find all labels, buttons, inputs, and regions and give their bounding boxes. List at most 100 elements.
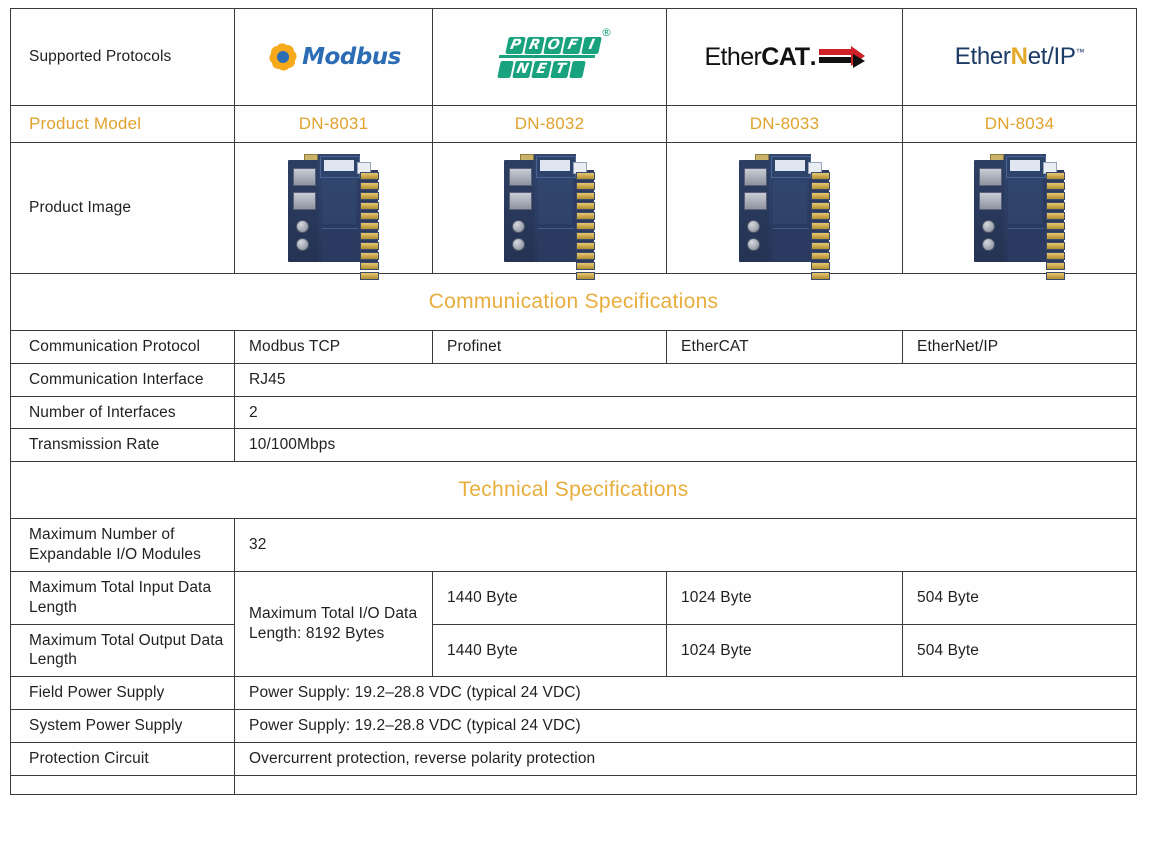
transmission-rate-row: Transmission Rate 10/100Mbps [9,428,1138,463]
modbus-logo: Modbus [235,9,432,105]
max-total-io-data-length-merged-cell: Maximum Total I/O Data Length: 8192 Byte… [234,570,434,678]
next-row-partial-label-cell [9,774,236,795]
io-module-image-1 [287,154,380,280]
ethernetip-letter-n: N [1010,43,1028,70]
technical-specifications-title: Technical Specifications [458,478,689,502]
max-expandable-io-modules-label: Maximum Number of Expandable I/O Modules [29,526,201,564]
communication-protocol-value-cell-1: Modbus TCP [234,330,434,364]
system-power-supply-label: System Power Supply [29,717,183,735]
profinet-bar [498,54,596,58]
max-total-input-data-length-value-2: 1440 Byte [447,588,518,606]
max-total-output-data-length-value-cell-2: 1440 Byte [432,623,668,678]
modbus-burst-icon [266,40,300,74]
product-model-cell-2: DN-8032 [432,105,668,143]
number-of-interfaces-value-cell: 2 [234,395,1138,430]
io-module-image-2 [503,154,596,280]
next-row-partial [9,774,1138,795]
ethernetip-word-ether: Ether [954,43,1011,70]
product-model-label-cell: Product Model [9,105,236,143]
communication-interface-label: Communication Interface [29,370,204,388]
communication-specifications-title: Communication Specifications [428,290,719,313]
max-total-input-data-length-value-cell-2: 1440 Byte [432,570,668,625]
system-power-supply-value-cell: Power Supply: 19.2–28.8 VDC (typical 24 … [234,709,1138,743]
communication-interface-row: Communication Interface RJ45 [9,362,1138,397]
max-total-input-data-length-value-3: 1024 Byte [681,588,752,606]
ethercat-word-ether: Ether [704,42,762,71]
number-of-interfaces-label-cell: Number of Interfaces [9,395,236,430]
supported-protocols-row: Supported Protocols Modb [9,8,1138,106]
modbus-icon: Modbus [266,40,401,74]
communication-interface-label-cell: Communication Interface [9,362,236,397]
profinet-bottom-row: N E T [497,60,602,78]
communication-protocol-value-1: Modbus TCP [249,338,341,355]
product-image-cell-4 [902,142,1138,280]
product-model-cell-4: DN-8034 [902,105,1138,143]
system-power-supply-row: System Power Supply Power Supply: 19.2–2… [9,709,1138,743]
next-row-partial-value-cell [234,774,1138,795]
communication-interface-value-cell: RJ45 [234,362,1138,397]
communication-protocol-value-cell-4: EtherNet/IP [902,330,1138,364]
max-total-output-data-length-label: Maximum Total Output Data Length [29,631,224,669]
communication-protocol-value-cell-2: Profinet [432,330,668,364]
max-total-output-data-length-row: Maximum Total Output Data Length 1440 By… [9,623,1138,678]
communication-protocol-value-3: EtherCAT [681,338,749,355]
modbus-wordmark: Modbus [302,44,401,70]
field-power-supply-value: Power Supply: 19.2–28.8 VDC (typical 24 … [249,684,581,702]
profinet-key-i: I [581,36,602,54]
communication-protocol-value-4: EtherNet/IP [917,338,999,355]
ethercat-word-cat: CAT [761,42,810,71]
protection-circuit-label-cell: Protection Circuit [9,741,236,776]
ethernetip-logo-cell: EtherNet/IP™ [902,8,1138,106]
technical-specifications-cell: Technical Specifications [9,461,1138,520]
max-total-output-data-length-value-3: 1024 Byte [681,641,752,659]
max-total-output-data-length-value-cell-3: 1024 Byte [666,623,904,678]
ethercat-dot: . [809,42,817,71]
field-power-supply-value-cell: Power Supply: 19.2–28.8 VDC (typical 24 … [234,676,1138,711]
profinet-key-e: E [531,60,552,78]
max-total-input-data-length-value-4: 504 Byte [917,588,979,606]
number-of-interfaces-row: Number of Interfaces 2 [9,395,1138,430]
max-total-output-data-length-label-cell: Maximum Total Output Data Length [9,623,236,678]
spec-sheet: Supported Protocols Modb [0,8,1162,845]
ethernetip-word-etip: et/IP [1027,43,1076,70]
max-total-input-data-length-label-cell: Maximum Total Input Data Length [9,570,236,625]
number-of-interfaces-value: 2 [249,403,258,421]
product-image-cell-3 [666,142,904,280]
profinet-key-f: F [562,36,583,54]
max-expandable-io-modules-value-cell: 32 [234,518,1138,572]
max-total-output-data-length-value-4: 504 Byte [917,641,979,659]
ethercat-logo: Ether CAT . [667,9,902,105]
product-image-cell-1 [234,142,434,280]
max-expandable-io-modules-row: Maximum Number of Expandable I/O Modules… [9,518,1138,572]
product-model-value-1: DN-8031 [298,114,369,133]
protection-circuit-value-cell: Overcurrent protection, reverse polarity… [234,741,1138,776]
max-total-input-data-length-row: Maximum Total Input Data Length Maximum … [9,570,1138,678]
transmission-rate-label: Transmission Rate [29,436,160,454]
max-total-input-data-length-label: Maximum Total Input Data Length [29,578,212,616]
max-total-io-data-length-value: Maximum Total I/O Data Length: 8192 Byte… [249,605,418,643]
ethernetip-icon: EtherNet/IP™ [955,43,1085,71]
profinet-key-o: O [543,36,564,54]
profinet-icon: P R O F I N E T ® [497,27,612,78]
profinet-logo-cell: P R O F I N E T ® [432,8,668,106]
communication-interface-value: RJ45 [249,370,286,388]
modbus-logo-cell: Modbus [234,8,434,106]
profinet-key-blank-1 [497,60,514,78]
profinet-top-row: P R O F I [505,36,602,54]
technical-specifications-section-row: Technical Specifications [9,461,1138,520]
communication-specifications-cell: Communication Specifications [9,273,1138,331]
number-of-interfaces-label: Number of Interfaces [29,403,176,421]
system-power-supply-label-cell: System Power Supply [9,709,236,743]
field-power-supply-row: Field Power Supply Power Supply: 19.2–28… [9,676,1138,711]
supported-protocols-label: Supported Protocols [29,48,172,66]
ethernetip-logo: EtherNet/IP™ [903,9,1136,105]
transmission-rate-label-cell: Transmission Rate [9,428,236,463]
communication-protocol-value-2: Profinet [447,338,502,355]
system-power-supply-value: Power Supply: 19.2–28.8 VDC (typical 24 … [249,717,581,735]
ethernetip-tm-mark: ™ [1075,47,1085,57]
profinet-key-p: P [505,36,526,54]
ethercat-arrow-icon [818,45,865,69]
max-expandable-io-modules-value: 32 [249,536,267,554]
product-model-cell-3: DN-8033 [666,105,904,143]
max-total-output-data-length-value-cell-4: 504 Byte [902,623,1138,678]
